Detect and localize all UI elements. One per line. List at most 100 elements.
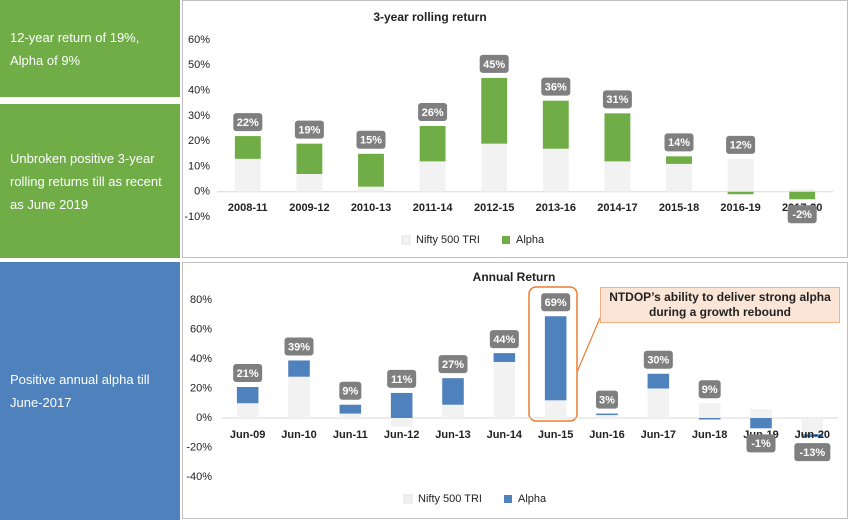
x-tick-label: Jun-15 <box>538 429 573 441</box>
y-tick-label: -10% <box>184 211 210 223</box>
bar-segment <box>596 415 618 418</box>
bar-segment <box>727 191 754 195</box>
bar-segment <box>288 360 310 377</box>
bar-segment <box>339 413 362 418</box>
data-label: 15% <box>360 135 382 147</box>
bar-segment <box>789 191 816 200</box>
bar-segment <box>698 403 721 418</box>
y-tick-label: 10% <box>188 160 210 172</box>
bar-segment <box>234 136 261 159</box>
data-label-box <box>233 364 263 383</box>
bar-segment <box>604 161 631 192</box>
bar-segment <box>288 376 310 418</box>
y-tick-label: 50% <box>188 59 210 71</box>
y-tick-label: -40% <box>186 471 212 483</box>
data-label-box <box>418 102 448 121</box>
legend-swatch <box>403 494 413 504</box>
x-tick-label: Jun-20 <box>795 429 830 441</box>
side-note: 12-year return of 19%, Alpha of 9% <box>0 0 180 97</box>
x-tick-label: 2012-15 <box>474 202 514 214</box>
y-tick-label: 40% <box>190 353 212 365</box>
callout-line <box>576 317 601 373</box>
bar-segment <box>727 158 754 192</box>
bar-segment <box>419 161 446 192</box>
data-label: 69% <box>545 297 567 309</box>
highlight-box <box>528 286 578 422</box>
legend-label: Nifty 500 TRI <box>418 493 482 505</box>
y-tick-label: 60% <box>188 34 210 46</box>
y-tick-label: 80% <box>190 294 212 306</box>
bar-segment <box>493 361 516 418</box>
bar-segment <box>419 125 446 162</box>
bar-segment <box>698 418 721 420</box>
bar-segment <box>801 418 824 435</box>
bar-segment <box>390 392 413 418</box>
data-label: -13% <box>799 447 825 459</box>
data-label-box <box>541 293 571 312</box>
y-tick-label: 30% <box>188 110 210 122</box>
data-label-box <box>284 337 314 356</box>
side-note: Positive annual alpha till June-2017 <box>0 262 180 520</box>
y-tick-label: 20% <box>188 135 210 147</box>
data-label-box <box>438 355 468 374</box>
data-label-box <box>479 54 509 73</box>
bar-segment <box>801 434 824 438</box>
bar-segment <box>604 113 631 162</box>
bar-segment <box>390 418 413 427</box>
bar-segment <box>596 413 618 416</box>
data-label: 31% <box>606 94 628 106</box>
bar-segment <box>296 174 323 192</box>
data-label: 14% <box>668 137 690 149</box>
data-label: 27% <box>442 359 464 371</box>
bar-segment <box>481 143 508 192</box>
bar-segment <box>358 153 384 187</box>
bar-segment <box>493 353 516 362</box>
data-label-box <box>794 443 831 462</box>
bar-segment <box>647 373 670 389</box>
x-tick-label: Jun-14 <box>487 429 523 441</box>
legend-swatch <box>504 495 512 503</box>
bar-segment <box>296 143 323 175</box>
data-label: 9% <box>342 386 358 398</box>
bar-segment <box>544 400 567 418</box>
chart-frame <box>182 0 848 258</box>
x-tick-label: 2013-16 <box>536 202 576 214</box>
bar-segment <box>666 156 692 164</box>
data-label: 30% <box>647 355 669 367</box>
bar-segment <box>236 403 259 418</box>
bar-segment <box>544 316 567 401</box>
data-label-box <box>643 350 673 369</box>
y-tick-label: 0% <box>196 412 212 424</box>
data-label-box <box>698 380 721 399</box>
data-label: 45% <box>483 59 505 71</box>
data-label: 26% <box>422 107 444 119</box>
data-label-box <box>387 369 417 388</box>
data-label-box <box>726 135 756 154</box>
chart-title: 3-year rolling return <box>373 10 486 24</box>
data-label: 9% <box>702 384 718 396</box>
y-tick-label: 20% <box>190 382 212 394</box>
legend-label: Alpha <box>518 493 547 505</box>
legend-label: Nifty 500 TRI <box>416 234 480 246</box>
data-label: 36% <box>545 82 567 94</box>
data-label: 19% <box>298 125 320 137</box>
bar-segment <box>442 378 464 405</box>
y-tick-label: 40% <box>188 84 210 96</box>
data-label-box <box>787 205 817 224</box>
x-tick-label: Jun-16 <box>589 429 624 441</box>
bar-segment <box>750 418 772 429</box>
x-tick-label: Jun-11 <box>333 429 368 441</box>
data-label: -1% <box>751 438 771 450</box>
data-label: 44% <box>493 334 515 346</box>
x-tick-label: 2008-11 <box>228 202 268 214</box>
bar-segment <box>789 189 816 192</box>
bar-segment <box>647 388 670 418</box>
y-tick-label: 0% <box>194 186 210 198</box>
side-note: Unbroken positive 3-year rolling returns… <box>0 104 180 258</box>
data-label: 3% <box>599 394 615 406</box>
annotation: NTDOP’s ability to deliver strong alpha … <box>600 287 840 323</box>
bar-segment <box>750 409 772 418</box>
bar-segment <box>666 163 692 192</box>
